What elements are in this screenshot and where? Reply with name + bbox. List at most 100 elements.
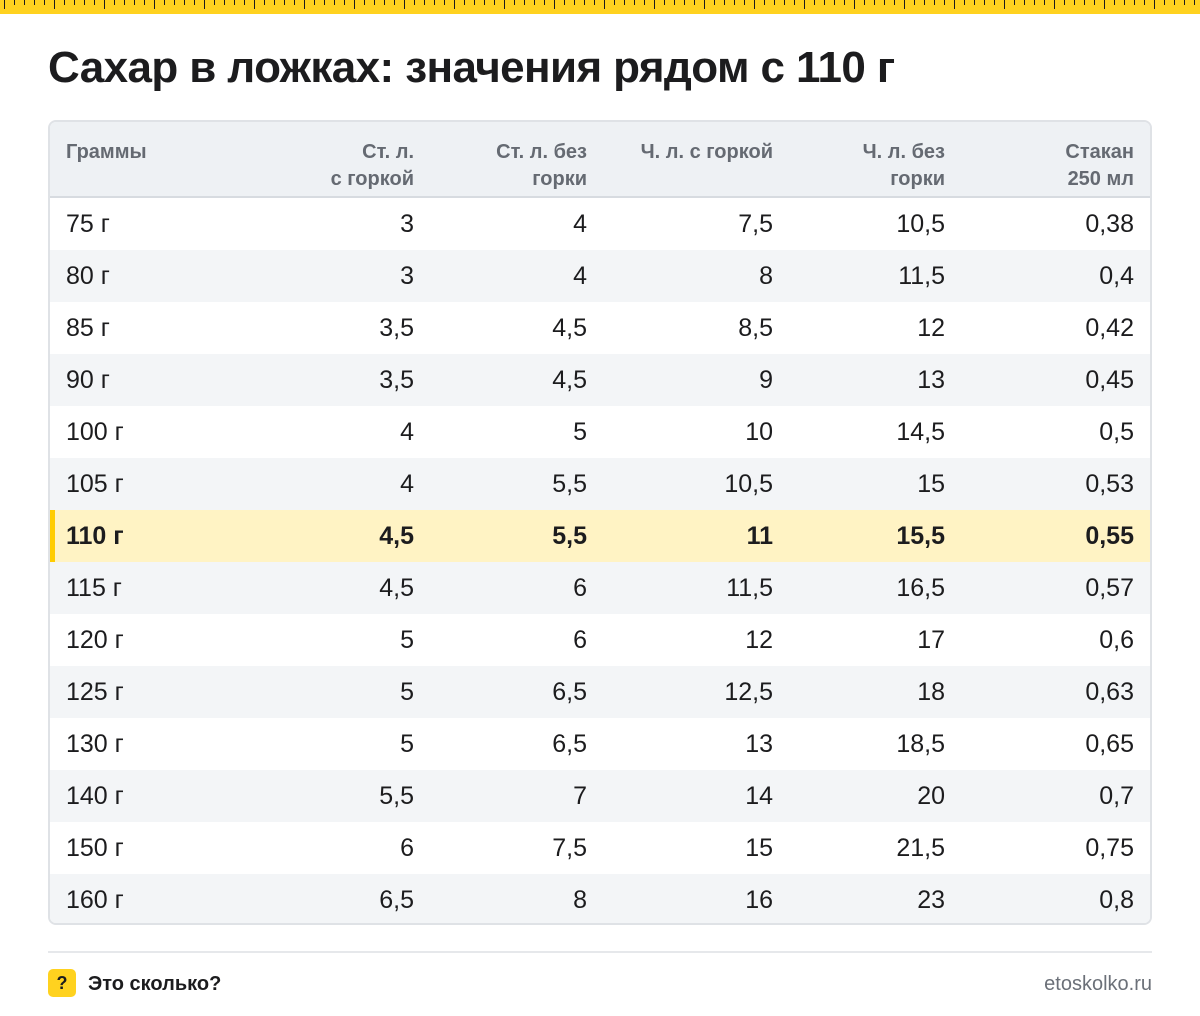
- cell-tsp-level: 14,5: [896, 418, 945, 446]
- cell-tbsp-heaped: 6,5: [379, 886, 414, 914]
- cell-tbsp-heaped: 5: [400, 678, 414, 706]
- cell-tsp-heaped: 9: [759, 366, 773, 394]
- question-logo-icon: ?: [48, 969, 76, 997]
- cell-tsp-level: 12: [917, 314, 945, 342]
- cell-grams: 160 г: [66, 886, 124, 914]
- cell-tbsp-heaped: 5: [400, 730, 414, 758]
- cell-grams: 85 г: [66, 314, 110, 342]
- cell-tbsp-level: 4,5: [552, 366, 587, 394]
- cell-tsp-level: 15,5: [896, 522, 945, 550]
- cell-tsp-level: 20: [917, 782, 945, 810]
- ruler-strip: [0, 0, 1200, 14]
- cell-tbsp-heaped: 6: [400, 834, 414, 862]
- cell-tbsp-heaped: 4: [400, 418, 414, 446]
- cell-grams: 150 г: [66, 834, 124, 862]
- cell-tsp-heaped: 7,5: [738, 210, 773, 238]
- footer-brand: Это сколько?: [88, 973, 222, 995]
- footer-url[interactable]: etoskolko.ru: [1044, 973, 1152, 995]
- cell-tsp-level: 11,5: [898, 262, 945, 290]
- cell-tsp-heaped: 15: [745, 834, 773, 862]
- cell-tsp-level: 15: [917, 470, 945, 498]
- table-header: Граммы Ст. л. с горкой Ст. л. без горки …: [50, 122, 1150, 198]
- cell-tbsp-heaped: 4,5: [379, 522, 414, 550]
- header-grams: Граммы: [66, 141, 147, 163]
- cell-tsp-level: 23: [917, 886, 945, 914]
- cell-tsp-heaped: 10: [745, 418, 773, 446]
- highlight-marker: [50, 510, 55, 562]
- cell-tsp-heaped: 14: [745, 782, 773, 810]
- cell-grams: 140 г: [66, 782, 124, 810]
- cell-glass: 0,65: [1085, 730, 1134, 758]
- cell-glass: 0,4: [1099, 262, 1134, 290]
- table-body: 75 г 3 4 7,5 10,5 0,38 80 г 3 4 8 11,5 0,4 85 г 3,5 4,…: [50, 198, 1150, 923]
- cell-grams: 100 г: [66, 418, 124, 446]
- cell-tbsp-level: 5,5: [552, 522, 587, 550]
- cell-tbsp-level: 6,5: [552, 730, 587, 758]
- table-row: 130 г 5 6,5 13 18,5 0,65: [50, 718, 1150, 770]
- cell-glass: 0,38: [1085, 210, 1134, 238]
- cell-glass: 0,6: [1099, 626, 1134, 654]
- cell-tsp-heaped: 11: [746, 522, 773, 550]
- table-row: 120 г 5 6 12 17 0,6: [50, 614, 1150, 666]
- header-tbsp-level: Ст. л. без горки: [496, 141, 587, 190]
- cell-grams: 110 г: [66, 522, 124, 550]
- cell-glass: 0,57: [1085, 574, 1134, 602]
- cell-tbsp-heaped: 3: [400, 262, 414, 290]
- cell-tbsp-heaped: 3,5: [379, 366, 414, 394]
- cell-tsp-level: 18: [917, 678, 945, 706]
- table-row: 75 г 3 4 7,5 10,5 0,38: [50, 198, 1150, 250]
- cell-tsp-heaped: 12: [745, 626, 773, 654]
- page-title: Сахар в ложках: значения рядом с 110 г: [48, 43, 895, 92]
- table-row: 140 г 5,5 7 14 20 0,7: [50, 770, 1150, 822]
- cell-tbsp-level: 4: [573, 210, 587, 238]
- cell-grams: 90 г: [66, 366, 110, 394]
- cell-tsp-level: 17: [917, 626, 945, 654]
- cell-tbsp-level: 6: [573, 574, 587, 602]
- cell-glass: 0,7: [1099, 782, 1134, 810]
- cell-tbsp-level: 8: [573, 886, 587, 914]
- cell-tsp-heaped: 8: [759, 262, 773, 290]
- cell-glass: 0,8: [1099, 886, 1134, 914]
- header-tsp-heaped: Ч. л. с горкой: [640, 141, 773, 163]
- conversion-table: Граммы Ст. л. с горкой Ст. л. без горки …: [48, 120, 1152, 925]
- cell-grams: 120 г: [66, 626, 124, 654]
- cell-grams: 125 г: [66, 678, 124, 706]
- header-tsp-level: Ч. л. без горки: [862, 141, 945, 190]
- cell-tbsp-level: 4,5: [552, 314, 587, 342]
- cell-grams: 80 г: [66, 262, 110, 290]
- cell-grams: 75 г: [66, 210, 110, 238]
- cell-tsp-heaped: 13: [745, 730, 773, 758]
- header-glass: Стакан 250 мл: [1065, 141, 1134, 190]
- table-row: 105 г 4 5,5 10,5 15 0,53: [50, 458, 1150, 510]
- cell-glass: 0,75: [1085, 834, 1134, 862]
- cell-tsp-heaped: 12,5: [724, 678, 773, 706]
- cell-tbsp-level: 5: [573, 418, 587, 446]
- cell-tsp-heaped: 11,5: [726, 574, 773, 602]
- cell-tbsp-heaped: 4,5: [379, 574, 414, 602]
- cell-tsp-level: 18,5: [896, 730, 945, 758]
- header-tbsp-heaped: Ст. л. с горкой: [330, 141, 414, 190]
- cell-glass: 0,53: [1085, 470, 1134, 498]
- cell-glass: 0,63: [1085, 678, 1134, 706]
- table-row-highlighted: 110 г 4,5 5,5 11 15,5 0,55: [50, 510, 1150, 562]
- cell-glass: 0,45: [1085, 366, 1134, 394]
- cell-tsp-level: 13: [917, 366, 945, 394]
- cell-tbsp-heaped: 3,5: [379, 314, 414, 342]
- cell-tbsp-level: 4: [573, 262, 587, 290]
- cell-tbsp-level: 5,5: [552, 470, 587, 498]
- cell-tbsp-level: 6,5: [552, 678, 587, 706]
- cell-glass: 0,55: [1085, 522, 1134, 550]
- table-row: 125 г 5 6,5 12,5 18 0,63: [50, 666, 1150, 718]
- cell-tbsp-heaped: 5: [400, 626, 414, 654]
- cell-grams: 115 г: [66, 574, 122, 602]
- cell-tbsp-level: 7: [573, 782, 587, 810]
- cell-tsp-heaped: 16: [745, 886, 773, 914]
- cell-tsp-level: 10,5: [896, 210, 945, 238]
- cell-tsp-level: 16,5: [896, 574, 945, 602]
- cell-tbsp-level: 6: [573, 626, 587, 654]
- footer-divider: [48, 951, 1152, 953]
- table-row: 160 г 6,5 8 16 23 0,8: [50, 874, 1150, 923]
- table-row: 100 г 4 5 10 14,5 0,5: [50, 406, 1150, 458]
- cell-tsp-heaped: 8,5: [738, 314, 773, 342]
- table-row: 85 г 3,5 4,5 8,5 12 0,42: [50, 302, 1150, 354]
